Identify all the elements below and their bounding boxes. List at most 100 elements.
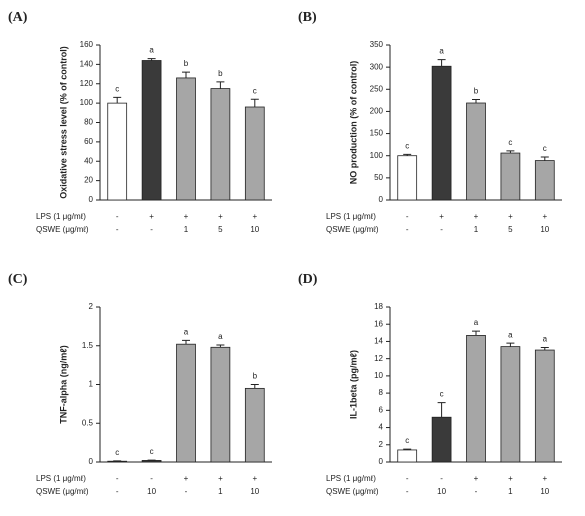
y-tick-label: 140 bbox=[80, 59, 94, 68]
condition-value: + bbox=[184, 474, 189, 483]
y-tick-label: 6 bbox=[379, 405, 384, 414]
y-axis-label: Oxidative stress level (% of control) bbox=[58, 46, 68, 199]
condition-value: - bbox=[406, 474, 409, 483]
y-tick-label: 8 bbox=[379, 388, 384, 397]
significance-letter: b bbox=[474, 87, 479, 96]
condition-value: + bbox=[252, 474, 257, 483]
bar bbox=[244, 387, 265, 463]
condition-value: + bbox=[439, 212, 444, 221]
condition-name: QSWE (μg/mℓ) bbox=[36, 225, 89, 234]
significance-letter: c bbox=[405, 436, 409, 445]
significance-letter: b bbox=[253, 372, 258, 381]
bar bbox=[141, 460, 162, 463]
significance-letter: a bbox=[543, 335, 548, 344]
error-bar bbox=[403, 153, 412, 156]
bar bbox=[466, 102, 486, 201]
condition-value: - bbox=[406, 225, 409, 234]
y-tick-label: 0 bbox=[89, 457, 94, 466]
condition-value: 5 bbox=[218, 225, 223, 234]
condition-value: - bbox=[440, 225, 443, 234]
error-bar bbox=[216, 81, 225, 89]
significance-letter: a bbox=[439, 47, 444, 56]
condition-value: 5 bbox=[508, 225, 513, 234]
bar bbox=[466, 335, 486, 463]
significance-letter: c bbox=[115, 84, 119, 93]
condition-value: - bbox=[406, 212, 409, 221]
condition-value: - bbox=[475, 487, 478, 496]
error-bar bbox=[437, 402, 446, 418]
condition-value: 10 bbox=[250, 487, 259, 496]
y-tick-label: 2 bbox=[89, 302, 94, 311]
significance-letter: c bbox=[508, 138, 512, 147]
error-bar bbox=[182, 339, 190, 345]
y-tick-label: 2 bbox=[379, 440, 384, 449]
bar bbox=[397, 155, 418, 201]
condition-name: LPS (1 μg/mℓ) bbox=[326, 474, 376, 483]
condition-value: 10 bbox=[540, 225, 549, 234]
error-bar bbox=[403, 448, 412, 450]
condition-value: - bbox=[116, 212, 119, 221]
condition-name: QSWE (μg/mℓ) bbox=[326, 225, 379, 234]
significance-letter: a bbox=[218, 332, 223, 341]
condition-value: + bbox=[252, 212, 257, 221]
condition-value: - bbox=[406, 487, 409, 496]
bar bbox=[431, 416, 452, 463]
y-tick-label: 120 bbox=[80, 79, 94, 88]
error-bar bbox=[182, 71, 190, 78]
y-axis-label: IL-1beta (pg/mℓ) bbox=[348, 350, 358, 419]
y-tick-label: 80 bbox=[84, 118, 93, 127]
condition-name: LPS (1 μg/mℓ) bbox=[36, 474, 86, 483]
error-bar bbox=[472, 330, 480, 336]
y-tick-label: 60 bbox=[84, 137, 93, 146]
y-tick-label: 10 bbox=[374, 371, 383, 380]
significance-letter: a bbox=[184, 327, 189, 336]
bar bbox=[500, 346, 521, 463]
error-bar bbox=[250, 384, 259, 389]
y-tick-label: 0 bbox=[379, 457, 384, 466]
error-bar bbox=[506, 342, 515, 347]
significance-letter: a bbox=[474, 318, 479, 327]
condition-name: QSWE (μg/mℓ) bbox=[36, 487, 89, 496]
significance-letter: c bbox=[150, 447, 154, 456]
panel-label: (D) bbox=[298, 272, 318, 287]
significance-letter: c bbox=[253, 86, 257, 95]
bar bbox=[534, 349, 555, 463]
error-bar bbox=[113, 96, 122, 104]
condition-value: - bbox=[116, 487, 119, 496]
condition-value: 1 bbox=[218, 487, 223, 496]
y-tick-label: 20 bbox=[84, 176, 93, 185]
condition-value: - bbox=[116, 474, 119, 483]
y-tick-label: 100 bbox=[80, 98, 94, 107]
condition-value: 10 bbox=[540, 487, 549, 496]
y-tick-label: 0 bbox=[89, 195, 94, 204]
panel-label: (C) bbox=[8, 272, 28, 287]
bar bbox=[176, 77, 196, 201]
y-tick-label: 1 bbox=[89, 380, 94, 389]
bar bbox=[176, 343, 196, 463]
condition-name: QSWE (μg/mℓ) bbox=[326, 487, 379, 496]
condition-value: + bbox=[508, 212, 513, 221]
condition-value: - bbox=[440, 474, 443, 483]
condition-value: - bbox=[150, 474, 153, 483]
condition-value: 1 bbox=[508, 487, 513, 496]
y-tick-label: 160 bbox=[80, 40, 94, 49]
condition-value: 1 bbox=[184, 225, 189, 234]
y-tick-label: 18 bbox=[374, 302, 383, 311]
y-axis-label: NO production (% of control) bbox=[348, 61, 358, 184]
condition-value: + bbox=[184, 212, 189, 221]
significance-letter: c bbox=[440, 390, 444, 399]
y-tick-label: 0 bbox=[379, 195, 384, 204]
y-tick-label: 350 bbox=[370, 40, 384, 49]
condition-value: + bbox=[474, 474, 479, 483]
y-tick-label: 40 bbox=[84, 156, 93, 165]
significance-letter: a bbox=[149, 46, 154, 55]
condition-value: + bbox=[542, 474, 547, 483]
error-bar bbox=[147, 58, 156, 61]
y-tick-label: 250 bbox=[370, 84, 384, 93]
error-bar bbox=[472, 98, 480, 104]
bar bbox=[500, 152, 521, 201]
error-bar bbox=[540, 156, 549, 161]
condition-value: + bbox=[474, 212, 479, 221]
condition-value: - bbox=[116, 225, 119, 234]
